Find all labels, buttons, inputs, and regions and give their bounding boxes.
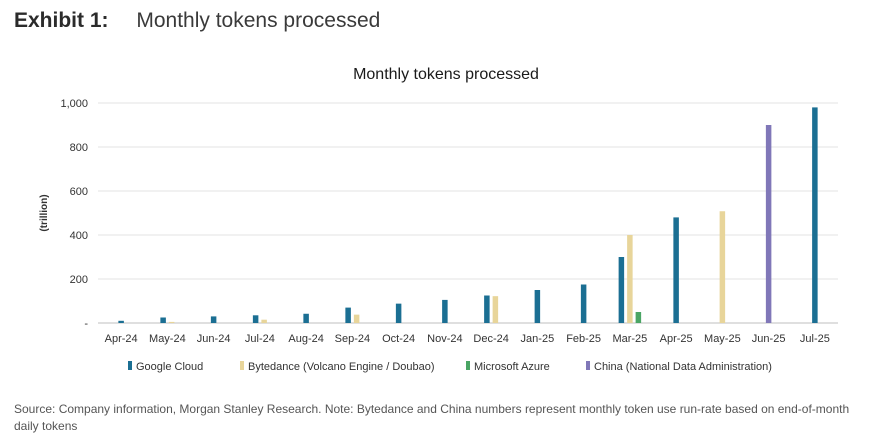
- legend-label: Microsoft Azure: [474, 361, 550, 373]
- bar: [168, 321, 175, 323]
- y-tick-label: 800: [70, 142, 88, 154]
- bar: [618, 257, 625, 323]
- x-tick-label: Oct-24: [382, 333, 415, 345]
- chart-title: Monthly tokens processed: [353, 66, 539, 83]
- bar: [534, 290, 541, 323]
- x-tick-label: Sep-24: [335, 333, 370, 345]
- bar: [719, 211, 726, 323]
- bar: [492, 296, 499, 323]
- exhibit-header: Exhibit 1: Monthly tokens processed: [14, 9, 380, 33]
- bar: [345, 307, 351, 323]
- bar: [442, 299, 448, 323]
- y-tick-label: 600: [70, 186, 88, 198]
- exhibit-title: Monthly tokens processed: [136, 9, 381, 32]
- exhibit-label: Exhibit 1:: [14, 9, 109, 32]
- x-tick-label: Mar-25: [612, 333, 647, 345]
- bar: [765, 125, 772, 323]
- y-tick-label: -: [84, 318, 88, 330]
- bar: [484, 295, 490, 323]
- x-tick-label: Jan-25: [521, 333, 555, 345]
- x-tick-label: May-25: [704, 333, 741, 345]
- y-tick-label: 1,000: [60, 98, 88, 110]
- bar: [627, 235, 633, 323]
- bar: [353, 314, 360, 323]
- legend-swatch: [466, 361, 470, 370]
- x-tick-label: Jul-24: [245, 333, 275, 345]
- y-tick-label: 400: [70, 230, 88, 242]
- legend-swatch: [128, 361, 132, 370]
- y-axis-label: (trillion): [39, 194, 50, 231]
- legend-label: Bytedance (Volcano Engine / Doubao): [248, 361, 435, 373]
- source-note: Source: Company information, Morgan Stan…: [14, 402, 850, 433]
- legend-swatch: [240, 361, 244, 370]
- bar: [580, 284, 587, 323]
- bar: [673, 217, 679, 323]
- legend-label: Google Cloud: [136, 361, 203, 373]
- bar: [812, 107, 818, 324]
- legend-swatch: [586, 361, 590, 370]
- x-tick-label: Feb-25: [566, 333, 601, 345]
- x-tick-label: Apr-24: [105, 333, 138, 345]
- bar: [160, 317, 166, 323]
- bar: [210, 316, 217, 323]
- bar: [395, 303, 402, 323]
- y-tick-label: 200: [70, 274, 88, 286]
- legend-label: China (National Data Administration): [594, 361, 772, 373]
- x-tick-label: May-24: [149, 333, 186, 345]
- x-tick-label: Jun-25: [752, 333, 786, 345]
- x-tick-label: Dec-24: [473, 333, 508, 345]
- x-tick-label: Nov-24: [427, 333, 462, 345]
- bar: [261, 319, 267, 323]
- x-tick-label: Apr-25: [660, 333, 693, 345]
- x-tick-label: Jun-24: [197, 333, 231, 345]
- bar: [118, 320, 124, 323]
- bar: [252, 315, 259, 323]
- bar: [303, 313, 309, 323]
- monthly-tokens-bar-chart: Monthly tokens processed - 200 400 600 800 1,0…: [39, 66, 838, 373]
- x-tick-label: Jul-25: [800, 333, 830, 345]
- bar: [635, 312, 642, 323]
- x-tick-label: Aug-24: [288, 333, 323, 345]
